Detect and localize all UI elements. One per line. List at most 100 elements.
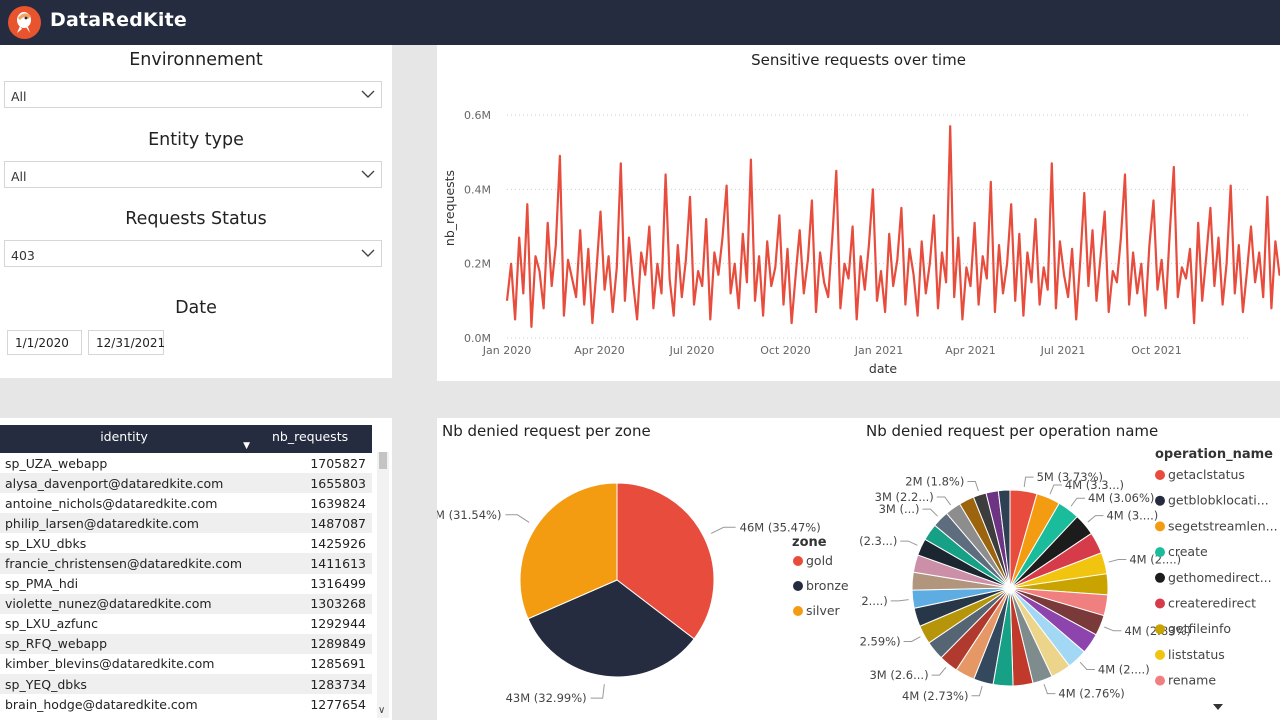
identity-cell: violette_nunez@dataredkite.com: [0, 593, 249, 614]
legend-entry: bronze: [806, 578, 849, 593]
table-row[interactable]: brain_hodge@dataredkite.com 1277654: [0, 694, 372, 714]
slice-leader-line: [922, 508, 938, 517]
identity-cell: philip_larsen@dataredkite.com: [0, 513, 249, 534]
legend-marker: [793, 581, 803, 591]
nb-requests-cell: 1283734: [248, 674, 372, 695]
table-row[interactable]: sp_RFQ_webapp 1289849: [0, 633, 372, 654]
slice-leader-line: [1070, 497, 1085, 507]
slice-leader-line: [1043, 683, 1056, 695]
slice-data-label: 4M (2.76%): [1058, 687, 1124, 701]
requests-status-dropdown-value: 403: [11, 248, 35, 263]
legend-marker: [1155, 572, 1165, 583]
kite-logo-icon: [8, 6, 41, 39]
start-date-input[interactable]: 1/1/2020: [7, 330, 82, 355]
pie-slice-silver[interactable]: [519, 482, 618, 620]
table-row[interactable]: violette_nunez@dataredkite.com 1303268: [0, 593, 372, 614]
table-row[interactable]: antoine_nichols@dataredkite.com 1639824: [0, 493, 372, 513]
scroll-down-arrow-icon[interactable]: ∨: [378, 705, 386, 716]
table-row[interactable]: kimber_blevins@dataredkite.com 1285691: [0, 654, 372, 674]
y-axis-title: nb_requests: [442, 170, 457, 246]
slice-data-label: 4M (3....): [1106, 509, 1158, 523]
column-header-nb-requests[interactable]: nb_requests: [248, 425, 372, 453]
legend-marker: [1155, 521, 1165, 532]
table-row[interactable]: philip_larsen@dataredkite.com 1487087: [0, 513, 372, 534]
requests-status-dropdown[interactable]: 403: [4, 240, 382, 267]
filters-panel: Environnement All Entity type All Reques…: [0, 45, 392, 378]
table-row[interactable]: sp_LXU_dbks 1425926: [0, 533, 372, 553]
nb-requests-cell: 1411613: [248, 553, 372, 574]
legend-entry: gold: [806, 553, 833, 568]
slice-leader-line: [505, 514, 530, 523]
x-tick-label: Oct 2020: [760, 344, 811, 357]
date-filter-label: Date: [175, 298, 217, 318]
identity-cell: sp_LXU_azfunc: [5, 616, 98, 632]
slice-data-label: 3M (2.6...): [869, 668, 928, 682]
slice-leader-line: [890, 599, 909, 602]
table-row[interactable]: alysa_davenport@dataredkite.com 1655803: [0, 473, 372, 494]
chevron-down-icon: [361, 249, 375, 257]
x-tick-label: Jan 2021: [854, 344, 903, 357]
slice-leader-line: [710, 526, 736, 534]
pie-slice[interactable]: [997, 489, 1011, 589]
nb-requests-cell: 1487087: [248, 513, 372, 534]
legend-entry: silver: [806, 603, 841, 618]
slice-leader-line: [1023, 476, 1034, 488]
legend-title: zone: [792, 535, 827, 550]
y-tick-label: 0.2M: [464, 258, 491, 271]
nb-requests-cell: 1316499: [310, 576, 366, 592]
zone-pie-panel: Nb denied request per zone 46M (35.47%) 4…: [437, 418, 860, 720]
slice-leader-line: [936, 496, 952, 506]
zone-pie-title: Nb denied request per zone: [442, 422, 651, 440]
slice-data-label: 3M (...): [879, 502, 920, 516]
identity-table-panel: identity ▼ nb_requests sp_UZA_webapp 1705…: [0, 418, 392, 720]
slice-leader-line: [931, 667, 947, 676]
identity-cell: francie_christensen@dataredkite.com: [0, 553, 249, 574]
requests-status-filter-label: Requests Status: [125, 209, 267, 229]
y-tick-label: 0.0M: [464, 332, 491, 345]
environment-dropdown[interactable]: All: [4, 81, 382, 108]
table-row[interactable]: sp_UZA_webapp 1705827: [0, 453, 372, 473]
operation-pie-title: Nb denied request per operation name: [866, 422, 1159, 440]
pie-slice-bronze[interactable]: [527, 579, 695, 678]
identity-cell: kimber_blevins@dataredkite.com: [5, 656, 215, 672]
table-row[interactable]: sp_YEQ_dbks 1283734: [0, 674, 372, 695]
column-header-identity[interactable]: identity ▼: [0, 425, 251, 453]
app-name: DataRedKite: [50, 9, 188, 31]
nb-requests-cell: 1289849: [248, 633, 372, 654]
legend-marker: [1155, 470, 1165, 480]
time-line-chart: 0.0M 0.2M 0.4M 0.6M Jan 2020 Apr 2020 Jul 2020…: [442, 109, 1280, 376]
identity-cell: sp_UZA_webapp: [5, 455, 108, 471]
nb-requests-cell: 1705827: [310, 455, 366, 471]
series-line[interactable]: [505, 125, 1280, 328]
slice-data-label: 46M (35.47%): [740, 520, 821, 534]
sort-descending-icon[interactable]: ▼: [243, 441, 251, 451]
legend-entry: gethomedirect...: [1168, 570, 1272, 585]
table-scrollbar[interactable]: ∨: [377, 452, 389, 718]
scrollbar-thumb[interactable]: [379, 452, 387, 469]
slice-leader-line: [590, 684, 605, 699]
environment-dropdown-value: All: [11, 89, 27, 104]
pie-slice-gold[interactable]: [616, 482, 715, 640]
end-date-input[interactable]: 12/31/2021: [88, 330, 165, 355]
entity-type-dropdown[interactable]: All: [4, 161, 382, 188]
slice-data-label: 3M (2.59%): [860, 634, 901, 648]
table-row[interactable]: sp_LXU_azfunc 1292944: [0, 614, 372, 634]
identity-cell: brain_hodge@dataredkite.com: [5, 696, 198, 712]
x-tick-label: Apr 2020: [574, 344, 625, 357]
slice-leader-line: [1079, 661, 1095, 670]
nb-requests-cell: 1639824: [310, 495, 366, 511]
slice-data-label: 4M (2....): [1098, 662, 1150, 676]
identity-cell: antoine_nichols@dataredkite.com: [5, 495, 218, 511]
slice-leader-line: [1108, 559, 1127, 563]
column-header-nb-requests-label: nb_requests: [271, 429, 349, 444]
chevron-down-icon: [361, 170, 375, 178]
slice-data-label: 3M (2.3...): [860, 534, 897, 548]
legend-entry: getblobklocati...: [1168, 493, 1269, 508]
table-row[interactable]: francie_christensen@dataredkite.com 14116…: [0, 553, 372, 574]
slice-data-label: 4M (2.73%): [902, 689, 968, 703]
legend-scroll-down-icon[interactable]: [1213, 704, 1223, 710]
legend-marker: [1155, 675, 1165, 686]
table-row[interactable]: sp_PMA_hdi 1316499: [0, 574, 372, 594]
slice-data-label: 5M (3.73%): [1037, 470, 1103, 484]
slice-data-label: 3M (2.2...): [875, 490, 934, 504]
